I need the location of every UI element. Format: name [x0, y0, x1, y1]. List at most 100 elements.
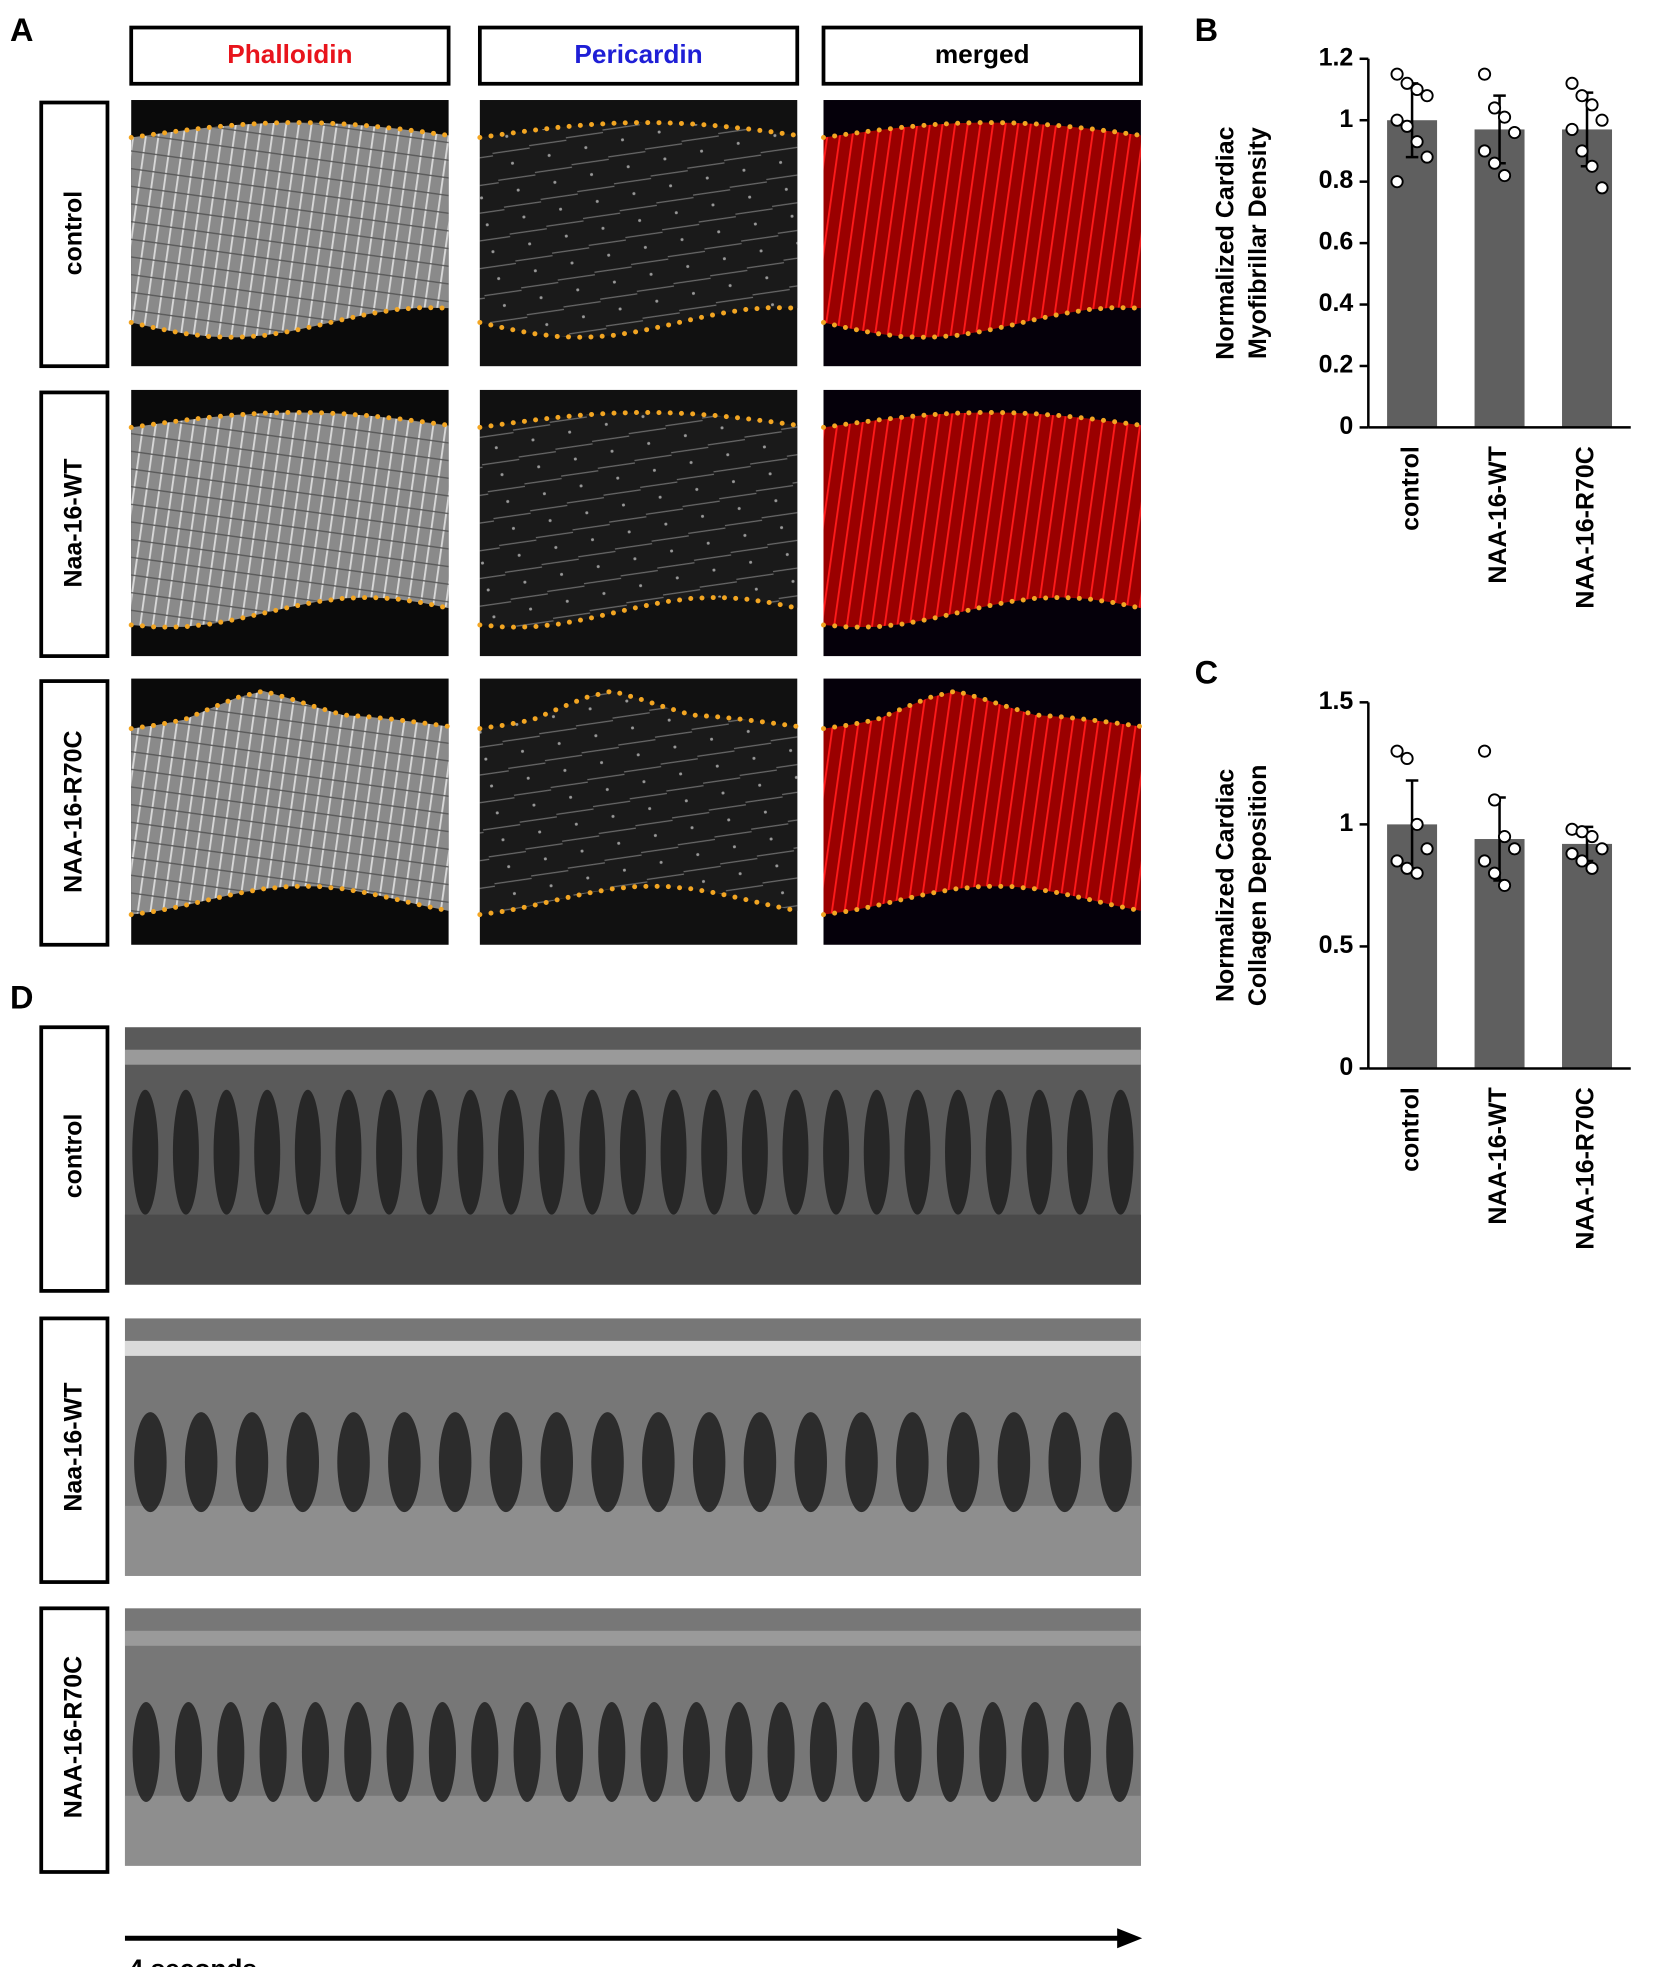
- data-point: [1585, 98, 1599, 112]
- contraction: [335, 1089, 362, 1215]
- column-header: Phalloidin: [227, 39, 352, 69]
- contraction: [538, 1089, 565, 1215]
- contraction: [132, 1089, 159, 1215]
- data-point: [1420, 150, 1434, 164]
- contraction: [1066, 1089, 1093, 1215]
- y-tick-label: 0.5: [1319, 931, 1354, 959]
- y-tick-label: 1.5: [1319, 687, 1354, 715]
- contraction: [498, 1089, 525, 1215]
- data-point: [1487, 101, 1502, 115]
- bar: [1387, 120, 1438, 428]
- data-point: [1477, 67, 1492, 81]
- data-point: [1487, 866, 1502, 880]
- row-label-box: [39, 1316, 110, 1584]
- row-label: Naa-16-WT: [60, 1383, 88, 1512]
- contraction: [457, 1089, 484, 1215]
- time-scale: 4 seconds: [129, 1954, 257, 1967]
- outline-dots: [477, 120, 800, 141]
- contraction: [213, 1089, 240, 1215]
- x-tick-label: control: [1397, 1087, 1425, 1172]
- data-point: [1585, 830, 1599, 844]
- tissue: [131, 122, 449, 338]
- kymograph-lower: [124, 1505, 1141, 1576]
- contraction: [386, 1702, 414, 1803]
- panel-label: B: [1195, 12, 1218, 48]
- contraction: [1048, 1412, 1081, 1513]
- kymograph-band: [124, 1340, 1141, 1356]
- data-point: [1497, 168, 1512, 183]
- data-point: [1410, 135, 1424, 149]
- data-point: [1477, 144, 1492, 158]
- data-point: [1477, 744, 1492, 758]
- row-label-box: [39, 100, 110, 369]
- y-tick-label: 1: [1339, 105, 1353, 133]
- contraction: [743, 1412, 777, 1513]
- contraction: [845, 1412, 878, 1513]
- row-label: NAA-16-R70C: [60, 1656, 88, 1818]
- row-label: Naa-16-WT: [60, 458, 88, 587]
- charts: Normalized Cardiac Myofibrillar Density00…: [1212, 43, 1631, 1250]
- contraction: [254, 1089, 281, 1215]
- data-point: [1595, 181, 1609, 195]
- contraction: [555, 1702, 583, 1803]
- tissue: [131, 691, 449, 915]
- contraction: [337, 1412, 370, 1513]
- contraction: [692, 1412, 726, 1513]
- contraction: [809, 1702, 837, 1803]
- bar: [1562, 129, 1613, 428]
- contraction: [540, 1412, 573, 1513]
- column-header-box: [821, 25, 1143, 86]
- contraction: [134, 1412, 167, 1513]
- data-point: [1565, 76, 1579, 90]
- row-label: control: [60, 191, 88, 276]
- outline-dots: [477, 883, 800, 918]
- tissue: [479, 122, 798, 338]
- y-tick-label: 0.2: [1319, 351, 1354, 379]
- data-point: [1585, 861, 1599, 875]
- contraction: [701, 1089, 728, 1215]
- x-tick-label: NAA-16-WT: [1484, 446, 1512, 583]
- panel-label: A: [10, 12, 33, 48]
- data-point: [1400, 119, 1414, 133]
- kymograph-panel: control Naa-16-WT NAA-16-R70C: [39, 1025, 1141, 1874]
- data-point: [1390, 113, 1404, 127]
- data-point: [1477, 854, 1492, 868]
- row-label-box: [39, 679, 110, 947]
- data-point: [1390, 175, 1404, 189]
- y-axis-label: Normalized Cardiac: [1212, 126, 1240, 359]
- data-point: [1487, 793, 1502, 807]
- contraction: [863, 1089, 890, 1215]
- contraction: [1099, 1412, 1132, 1513]
- contraction: [259, 1702, 287, 1803]
- contraction: [725, 1702, 753, 1803]
- row-label: control: [60, 1114, 88, 1199]
- data-point: [1565, 847, 1579, 861]
- contraction: [946, 1412, 980, 1513]
- contraction: [852, 1702, 880, 1803]
- outline-dots: [821, 305, 1144, 340]
- data-point: [1497, 110, 1512, 124]
- contraction: [894, 1702, 922, 1803]
- data-point: [1420, 89, 1434, 103]
- contraction: [416, 1089, 443, 1215]
- contraction: [640, 1702, 668, 1803]
- kymograph-lower: [124, 1214, 1141, 1285]
- contraction: [782, 1089, 809, 1215]
- bar: [1562, 843, 1613, 1069]
- contraction: [794, 1412, 827, 1513]
- data-point: [1400, 76, 1414, 90]
- y-tick-label: 0.8: [1319, 166, 1354, 194]
- x-tick-label: NAA-16-R70C: [1572, 446, 1600, 608]
- contraction: [376, 1089, 403, 1215]
- micrograph-panel: Phalloidin Pericardin merged control Naa-16-…: [39, 25, 1144, 947]
- contraction: [235, 1412, 269, 1513]
- y-axis-label: Collagen Deposition: [1244, 765, 1272, 1007]
- data-point: [1575, 144, 1589, 158]
- contraction: [388, 1412, 421, 1513]
- data-point: [1420, 842, 1434, 856]
- tissue: [131, 412, 449, 628]
- data-point: [1595, 113, 1609, 127]
- contraction: [184, 1412, 218, 1513]
- column-header: Pericardin: [574, 39, 702, 69]
- data-point: [1410, 866, 1424, 880]
